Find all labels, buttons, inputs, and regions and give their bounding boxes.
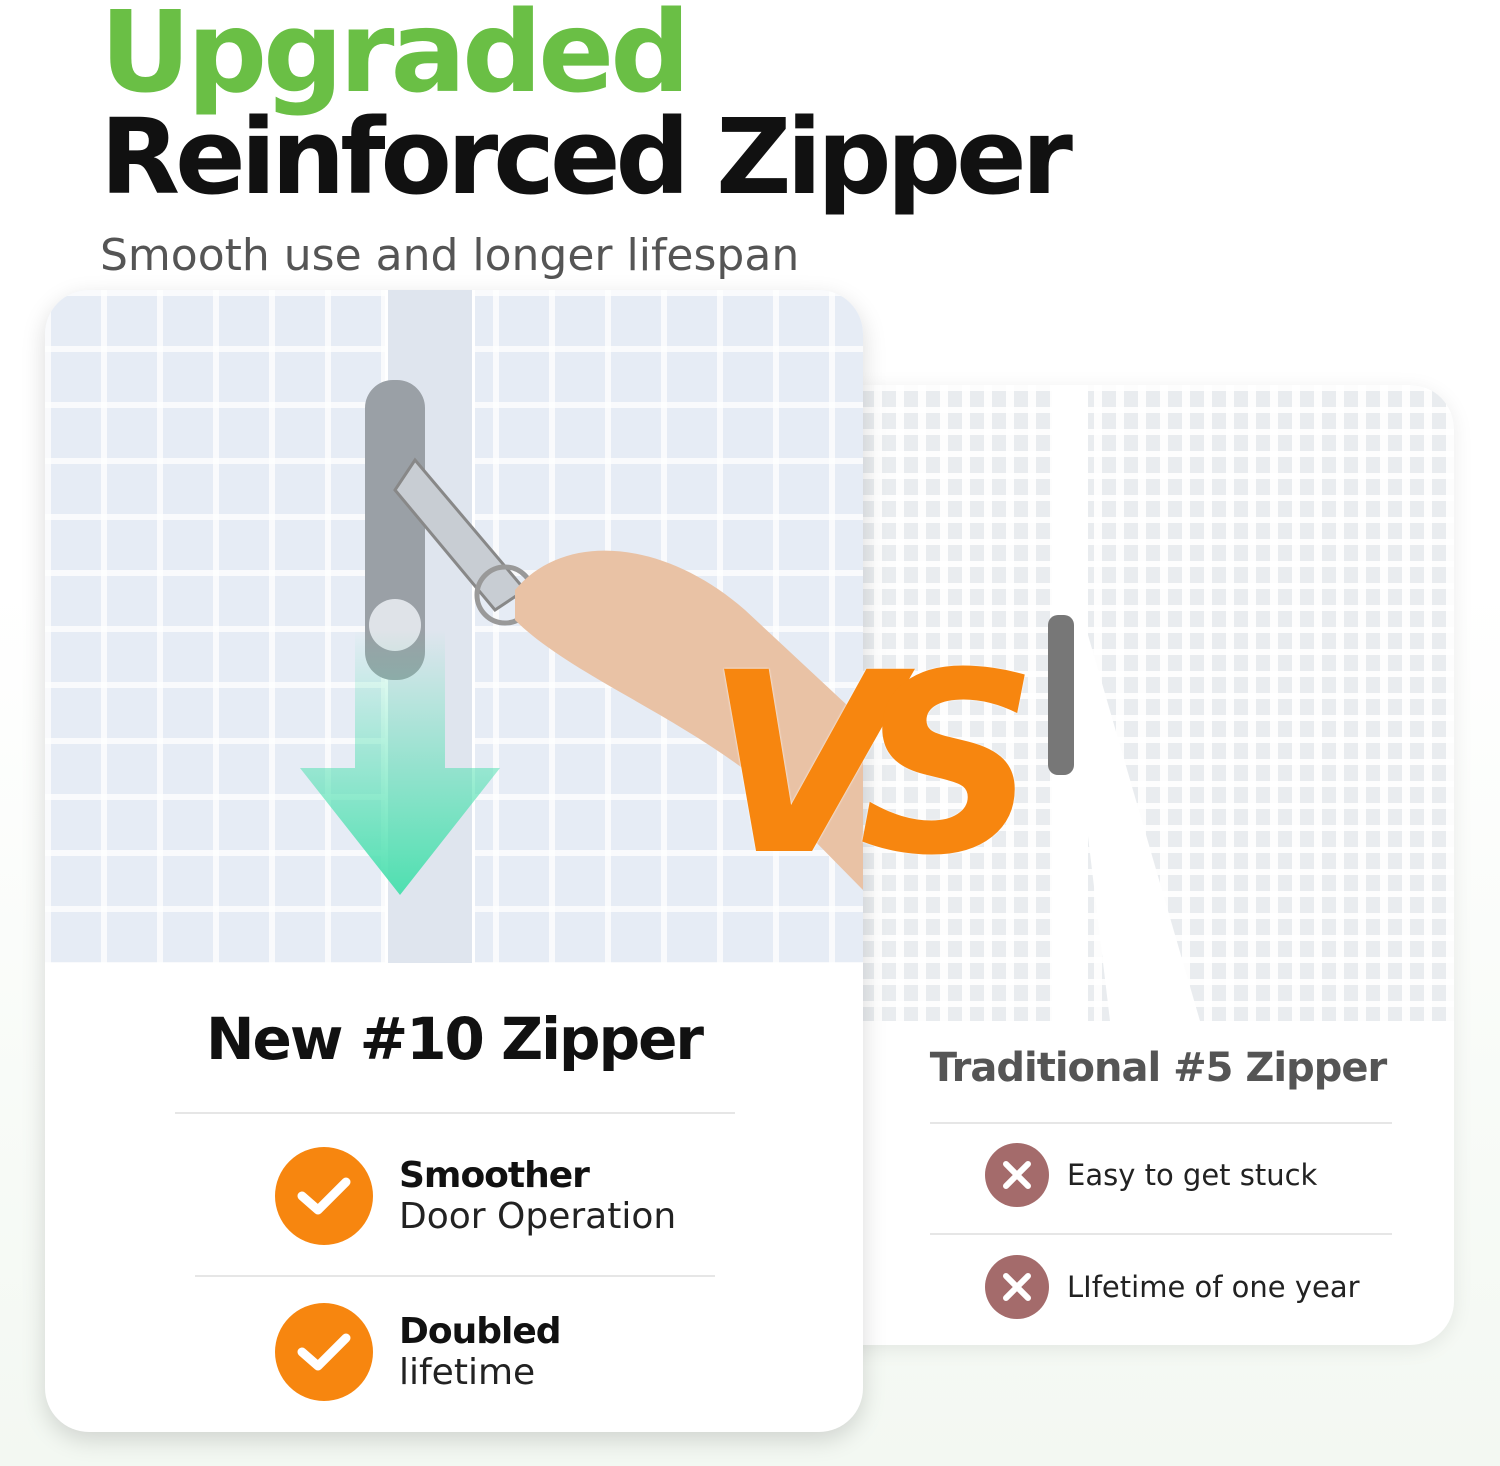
feature-item: Smoother Door Operation <box>275 1147 676 1245</box>
title-line-1: Upgraded <box>100 0 690 118</box>
feature-item: Easy to get stuck <box>985 1143 1317 1207</box>
vs-label: VS <box>705 619 1038 910</box>
subtitle: Smooth use and longer lifespan <box>100 230 800 281</box>
down-arrow-icon <box>300 630 500 895</box>
traditional-zipper-photo <box>830 385 1454 1021</box>
check-icon <box>275 1147 373 1245</box>
feature-item: Doubled lifetime <box>275 1303 562 1401</box>
x-icon <box>985 1255 1049 1319</box>
new-zipper-card: New #10 Zipper Smoother Door Operation Do… <box>45 290 863 1432</box>
new-zipper-title: New #10 Zipper <box>205 1005 704 1073</box>
new-zipper-photo <box>45 290 863 963</box>
x-icon <box>985 1143 1049 1207</box>
zipper-pull-illustration <box>300 380 863 895</box>
traditional-zipper-title: Traditional #5 Zipper <box>929 1045 1387 1091</box>
feature-item: LIfetime of one year <box>985 1255 1360 1319</box>
check-icon <box>275 1303 373 1401</box>
traditional-zipper-card: Traditional #5 Zipper Easy to get stuck … <box>830 385 1454 1345</box>
title-line-2: Reinforced Zipper <box>100 96 1073 218</box>
